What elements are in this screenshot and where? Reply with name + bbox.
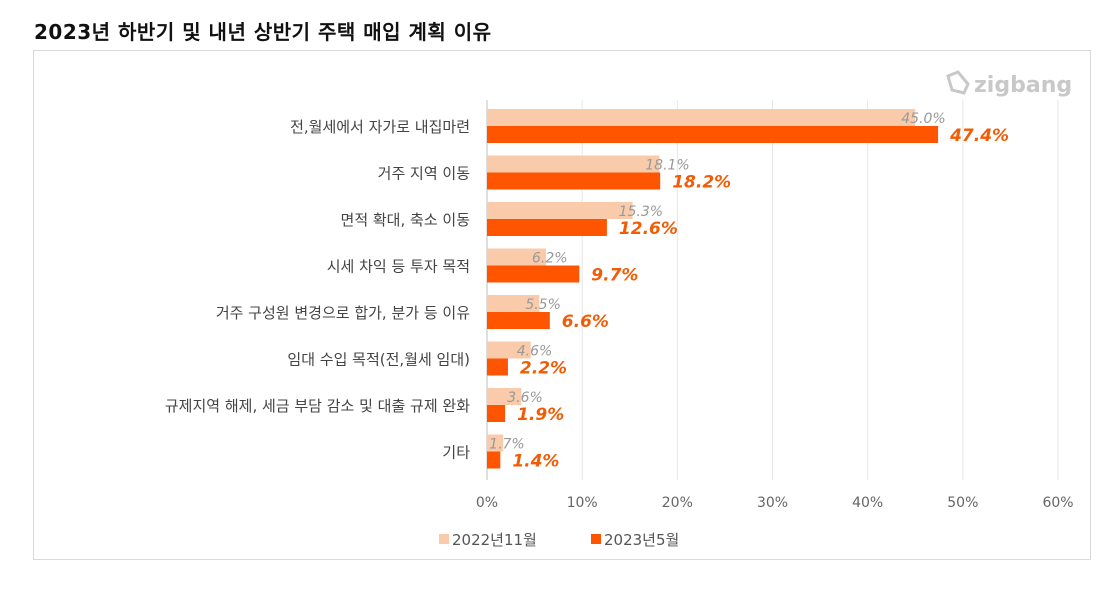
data-label-2022-11: 6.2% [532,251,568,267]
bar-2022-11 [487,248,547,266]
x-tick-label: 40% [852,495,883,511]
x-tick-label: 10% [567,495,598,511]
x-tick-label: 30% [757,495,788,511]
legend-swatch-2022-11 [439,534,449,544]
bar-2023-05 [487,172,661,190]
bar-2022-11 [487,295,540,312]
chart-frame [33,50,1091,560]
category-label: 규제지역 해제, 세금 부담 감소 및 대출 규제 완화 [165,397,470,415]
data-label-2022-11: 4.6% [517,344,553,360]
bar-2022-11 [487,202,633,219]
x-tick-label: 20% [662,495,693,511]
data-label-2023-05: 1.9% [517,405,564,425]
data-label-2023-05: 47.4% [949,126,1009,146]
data-label-2023-05: 6.6% [562,312,609,332]
data-label-2022-11: 1.7% [489,437,525,453]
data-label-2022-11: 18.1% [645,158,689,174]
bar-2023-05 [487,126,939,143]
bar-2022-11 [487,341,531,359]
bar-2023-05 [487,265,580,283]
legend-swatch-2023-05 [591,534,601,544]
category-label: 면적 확대, 축소 이동 [341,211,471,229]
zigbang-logo: zigbang [974,73,1072,98]
data-label-2023-05: 12.6% [619,219,678,239]
data-label-2023-05: 9.7% [591,266,638,286]
chart-title: 2023년 하반기 및 내년 상반기 주택 매입 계획 이유 [34,20,492,44]
data-label-2022-11: 5.5% [525,297,561,313]
legend-label-2022-11: 2022년11월 [452,531,537,549]
zigbang-logo-icon [946,70,970,95]
bar-2022-11 [487,388,522,405]
data-label-2022-11: 3.6% [507,390,543,406]
data-label-2023-05: 1.4% [512,452,559,472]
x-tick-label: 60% [1042,495,1073,511]
data-label-2022-11: 45.0% [901,111,945,127]
category-label: 거주 구성원 변경으로 합가, 분가 등 이유 [216,304,470,322]
legend-label-2023-05: 2023년5월 [604,531,679,549]
bar-2022-11 [487,109,916,126]
category-label: 시세 차익 등 투자 목적 [327,258,470,276]
x-tick-label: 50% [947,495,978,511]
x-tick-label: 0% [476,495,498,511]
bar-2023-05 [487,451,501,469]
bar-2022-11 [487,155,660,173]
data-label-2022-11: 15.3% [619,204,663,220]
bar-2023-05 [487,312,550,329]
data-label-2023-05: 18.2% [672,173,731,193]
category-label: 기타 [442,444,470,462]
bar-2022-11 [487,434,504,452]
category-label: 전,월세에서 자가로 내집마련 [290,118,470,136]
bar-2023-05 [487,358,508,376]
bar-2023-05 [487,405,506,422]
data-label-2023-05: 2.2% [520,359,567,379]
category-label: 거주 지역 이동 [378,165,471,183]
bar-2023-05 [487,219,607,236]
category-label: 임대 수입 목적(전,월세 임대) [287,351,470,369]
